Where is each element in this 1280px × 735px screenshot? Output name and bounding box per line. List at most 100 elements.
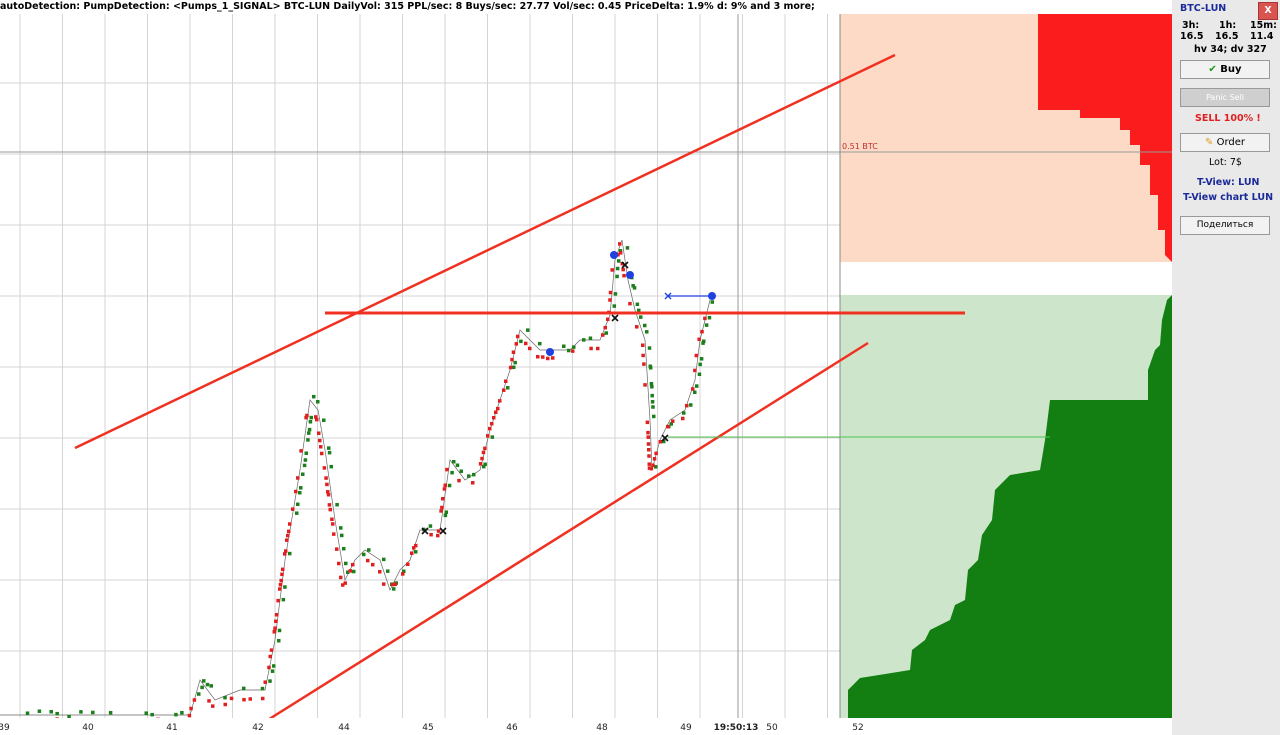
share-button[interactable]: Поделиться <box>1180 216 1270 235</box>
trade-cross <box>421 527 429 535</box>
trade-dot <box>312 394 316 399</box>
trade-dot <box>632 286 637 290</box>
trade-dot <box>410 551 414 555</box>
trade-dot <box>439 509 443 513</box>
trade-dot <box>308 419 313 424</box>
trade-dot <box>641 343 645 347</box>
trade-dot <box>339 526 343 530</box>
trade-dot <box>401 572 405 576</box>
trade-dot <box>646 430 650 435</box>
trade-dot <box>378 570 382 574</box>
trade-dot <box>488 426 492 431</box>
trade-dot <box>467 474 471 478</box>
trade-dot <box>524 341 528 346</box>
trade-dot <box>613 292 618 296</box>
trade-dot <box>261 696 265 701</box>
trade-dot <box>618 251 623 255</box>
trade-dot <box>174 712 178 717</box>
trade-dot <box>615 266 620 271</box>
trade-dot <box>406 562 410 567</box>
trade-dot <box>606 317 610 322</box>
trade-dot <box>512 365 516 370</box>
trade-dot <box>272 630 277 634</box>
plot-bg <box>0 14 840 718</box>
trade-dot <box>697 337 701 342</box>
trade-dot <box>596 346 600 351</box>
trade-dot <box>650 393 654 398</box>
trade-cross <box>661 434 669 442</box>
trade-dot <box>504 379 508 384</box>
trade-dot <box>492 415 496 420</box>
trade-dot <box>281 567 285 572</box>
trade-dot <box>392 587 396 591</box>
trade-dot <box>457 478 461 483</box>
trade-dot <box>647 462 651 466</box>
trade-dot <box>55 711 59 716</box>
trade-dot <box>205 682 210 687</box>
trade-dot <box>699 357 704 361</box>
trade-dot <box>639 315 643 319</box>
x-tick-label: 42 <box>252 723 263 733</box>
trade-dot <box>277 638 281 643</box>
close-button[interactable]: X <box>1258 2 1278 20</box>
period: 1h: <box>1219 20 1237 31</box>
trade-dot <box>269 648 274 652</box>
trade-dot <box>440 505 444 510</box>
trade-dot <box>325 482 329 487</box>
trade-dot <box>691 387 695 391</box>
trade-dot <box>508 365 513 370</box>
trade-dot <box>304 415 308 420</box>
trade-dot <box>371 562 375 567</box>
trade-dot <box>604 331 608 335</box>
tview-chart-link[interactable]: T-View chart LUN <box>1183 192 1274 203</box>
trade-dot <box>707 315 712 320</box>
trade-dot <box>445 467 449 472</box>
trade-dot <box>516 334 520 339</box>
trade-dot <box>303 458 308 462</box>
trade-dot <box>651 405 655 409</box>
trade-dot <box>654 451 658 456</box>
trade-dot <box>616 252 620 257</box>
trade-dot <box>483 446 487 451</box>
trade-dot <box>268 679 272 683</box>
trade-dot <box>608 290 613 295</box>
trade-dot <box>382 582 386 586</box>
panic-sell-button[interactable]: Panic Sell <box>1180 88 1270 107</box>
trade-dot <box>528 346 532 351</box>
trade-dot <box>391 582 395 587</box>
order-button[interactable]: ✎ Order <box>1180 133 1270 152</box>
trade-dot <box>200 685 204 690</box>
x-tick-label: 19:50:13 <box>714 723 759 733</box>
trade-dot <box>301 472 305 476</box>
period: 15m: <box>1250 20 1277 31</box>
x-tick-label: 50 <box>766 723 778 733</box>
trade-dot <box>382 557 386 562</box>
trade-dot <box>662 439 666 444</box>
trade-dot <box>327 446 331 450</box>
trade-dot <box>302 463 307 468</box>
trade-dot <box>339 575 343 580</box>
order-text: Order <box>1216 137 1245 148</box>
trade-dot <box>498 399 502 403</box>
trade-dot <box>343 581 347 585</box>
tview-link[interactable]: T-View: LUN <box>1197 177 1260 188</box>
trade-dot <box>278 582 283 587</box>
trade-dot <box>701 341 705 345</box>
sell-all[interactable]: SELL 100% ! <box>1195 113 1261 124</box>
trade-dot <box>284 549 288 553</box>
buy-button[interactable]: ✔ Buy <box>1180 60 1270 79</box>
trade-dot <box>483 462 487 467</box>
trade-dot <box>295 511 299 515</box>
trade-dot <box>666 424 670 429</box>
x-tick-label: 46 <box>506 723 518 733</box>
trade-dot <box>288 551 292 556</box>
trade-dot <box>327 503 332 507</box>
trade-dot <box>367 548 371 552</box>
signal-marker <box>610 251 618 259</box>
trade-dot <box>502 388 506 392</box>
trade-dot <box>681 416 685 421</box>
trade-dot <box>37 709 42 713</box>
trade-dot <box>274 619 278 624</box>
trade-dot <box>635 325 639 329</box>
